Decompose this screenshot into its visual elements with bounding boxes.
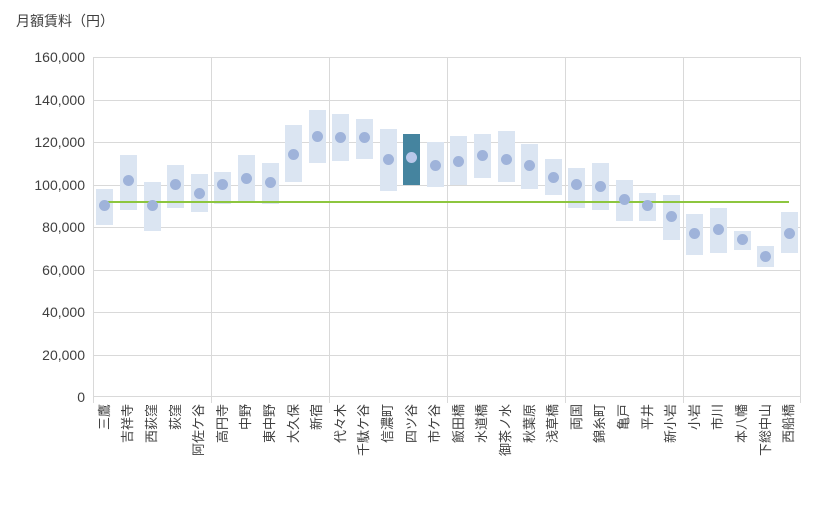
x-axis-tick: [683, 397, 684, 403]
x-category-label-text: 荻窪: [167, 404, 183, 431]
x-category-label-text: 四ツ谷: [403, 404, 419, 444]
y-tick-label: 120,000: [34, 134, 85, 150]
x-category-label-text: 本八幡: [734, 404, 749, 444]
median-dot[interactable]: [382, 153, 394, 165]
x-category-label-text: 吉祥寺: [120, 404, 136, 444]
y-tick-label: 140,000: [34, 91, 85, 108]
x-gridline: [683, 57, 684, 397]
y-tick-label: 0: [77, 389, 85, 405]
x-category-label-text: 水道橋: [474, 404, 490, 444]
median-dot[interactable]: [712, 223, 724, 235]
median-dot[interactable]: [406, 152, 418, 164]
median-dot[interactable]: [453, 155, 465, 167]
median-dot[interactable]: [240, 172, 252, 184]
median-dot[interactable]: [122, 174, 134, 186]
median-dot[interactable]: [288, 149, 300, 161]
x-category-label-text: 平井: [639, 404, 655, 431]
x-category-label-text: 秋葉原: [521, 404, 537, 444]
x-category-label-text: 下総中山: [757, 404, 773, 457]
x-axis-tick: [565, 397, 566, 403]
median-dot[interactable]: [500, 153, 512, 165]
median-dot[interactable]: [571, 179, 583, 190]
x-axis-tick: [329, 397, 330, 403]
x-gridline: [447, 57, 448, 397]
x-category-label-text: 代々木: [332, 404, 348, 444]
x-category-label-text: 市ケ谷: [427, 404, 443, 444]
median-dot[interactable]: [689, 227, 701, 239]
x-category-label-text: 錦糸町: [592, 404, 608, 444]
x-category-label-text: 東中野: [262, 404, 277, 444]
median-dot[interactable]: [783, 227, 795, 239]
plot-area: [93, 57, 801, 397]
x-category-label-text: 西船橋: [781, 404, 797, 444]
x-category-label-text: 西荻窪: [144, 404, 159, 444]
y-tick-label: 100,000: [34, 176, 85, 193]
x-axis-tick: [800, 397, 801, 403]
median-dot[interactable]: [524, 159, 536, 171]
x-category-label-text: 高円寺: [214, 404, 230, 444]
median-dot[interactable]: [217, 179, 229, 190]
y-tick-label: 80,000: [42, 219, 85, 235]
median-dot[interactable]: [311, 131, 323, 143]
x-category-label-text: 市川: [710, 404, 726, 431]
x-axis-tick: [447, 397, 448, 403]
chart-title: 月額賃料（円）: [16, 13, 114, 29]
median-dot[interactable]: [358, 132, 370, 144]
x-category-label-text: 両国: [568, 404, 584, 431]
x-gridline: [565, 57, 566, 397]
x-category-label-text: 浅草橋: [545, 404, 561, 444]
median-dot[interactable]: [736, 234, 748, 246]
average-reference-line: [104, 200, 790, 203]
x-gridline: [329, 57, 330, 397]
x-category-label-text: 阿佐ケ谷: [191, 404, 207, 457]
median-dot[interactable]: [429, 159, 441, 171]
y-tick-label: 160,000: [34, 49, 85, 65]
x-axis-tick: [211, 397, 212, 403]
x-gridline: [93, 57, 94, 397]
x-category-label-text: 小岩: [686, 404, 702, 431]
x-category-label-text: 中野: [238, 404, 254, 431]
y-tick-label: 20,000: [42, 346, 85, 363]
median-dot[interactable]: [594, 181, 606, 193]
median-dot[interactable]: [146, 200, 158, 212]
y-tick-label: 60,000: [42, 261, 85, 278]
x-gridline: [211, 57, 212, 397]
median-dot[interactable]: [760, 251, 772, 263]
median-dot[interactable]: [335, 132, 347, 144]
x-category-label-text: 新宿: [309, 404, 325, 431]
median-dot[interactable]: [264, 176, 276, 188]
x-category-label-text: 三鷹: [96, 404, 112, 431]
median-dot[interactable]: [193, 187, 205, 199]
y-tick-label: 40,000: [42, 304, 85, 320]
median-dot[interactable]: [642, 200, 654, 212]
x-category-label-text: 亀戸: [616, 404, 631, 431]
x-gridline: [800, 57, 801, 397]
median-dot[interactable]: [618, 193, 630, 205]
x-category-label-text: 千駄ケ谷: [356, 404, 372, 457]
x-category-label-text: 大久保: [285, 404, 301, 444]
x-category-label-text: 飯田橋: [450, 404, 466, 444]
median-dot[interactable]: [99, 200, 111, 212]
x-category-label-text: 信濃町: [380, 404, 395, 444]
median-dot[interactable]: [665, 210, 677, 222]
x-category-label-text: 新小岩: [663, 404, 679, 444]
median-dot[interactable]: [476, 150, 488, 162]
median-dot[interactable]: [547, 171, 559, 183]
x-axis-tick: [93, 397, 94, 403]
median-dot[interactable]: [170, 179, 182, 190]
x-category-label-text: 御茶ノ水: [498, 404, 513, 457]
